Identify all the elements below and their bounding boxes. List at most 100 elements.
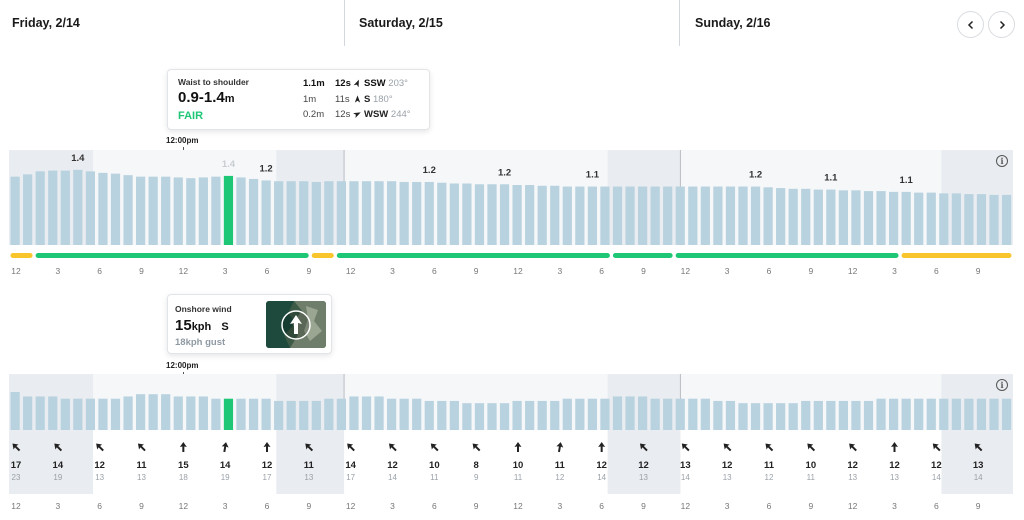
surf-rating-segment: [311, 253, 334, 258]
surf-bar: [951, 193, 961, 245]
night-shading: [941, 430, 1013, 494]
swell-row-secondary: 1m 11s S 180°: [303, 94, 428, 106]
wind-direction-arrow-icon: [96, 443, 104, 452]
surf-bar: [851, 190, 861, 245]
time-tick-label: 3: [725, 266, 730, 276]
wind-speed-label: 14: [345, 460, 356, 471]
swell-direction-icon: [353, 109, 362, 123]
surf-bar: [776, 188, 786, 245]
wind-bar: [462, 403, 472, 430]
wind-gust-label: 13: [639, 473, 648, 482]
surf-bar: [725, 186, 736, 245]
wind-speed-label: 12: [889, 460, 900, 471]
wind-speed-label: 13: [680, 460, 691, 471]
surf-bar: [876, 191, 886, 245]
prev-day-button[interactable]: [957, 11, 984, 38]
wind-bar: [663, 398, 673, 430]
wind-gust-label: 14: [388, 473, 397, 482]
wind-gust-label: 17: [263, 473, 272, 482]
wind-bar: [926, 398, 936, 430]
wind-gust-label: 14: [932, 473, 941, 482]
surf-bar: [976, 194, 987, 245]
surf-bar: [462, 183, 472, 245]
time-tick-label: 12: [513, 501, 523, 511]
wind-bar: [487, 403, 497, 430]
day-header-saturday: Saturday, 2/15: [345, 0, 679, 46]
wind-bar: [261, 398, 271, 430]
surf-peak-label: 1.1: [586, 170, 600, 181]
wind-bar: [537, 400, 547, 430]
surf-bar: [914, 192, 924, 245]
wind-info-icon[interactable]: i: [996, 379, 1008, 391]
surf-bar: [361, 181, 372, 245]
wind-gust-label: 11: [430, 473, 439, 482]
surf-bar: [863, 191, 874, 245]
surf-peak-label: 1.4: [71, 153, 85, 164]
surf-tooltip: Waist to shoulder 0.9-1.4m FAIR 1.1m 12s…: [167, 69, 430, 130]
time-tick-label: 9: [976, 501, 981, 511]
wind-direction-arrow-icon: [179, 442, 187, 452]
wind-bar: [274, 400, 284, 430]
wind-bar: [838, 400, 848, 430]
next-day-button[interactable]: [988, 11, 1015, 38]
time-tick-label: 12: [179, 501, 189, 511]
surf-rating: FAIR: [178, 110, 204, 122]
swell-direction-icon: [353, 78, 362, 92]
wind-speed-label: 12: [931, 460, 942, 471]
surf-quality-label: Waist to shoulder: [178, 77, 249, 87]
surf-bar: [889, 191, 899, 245]
time-tick-label: 9: [474, 501, 479, 511]
wind-bar: [361, 396, 372, 430]
surf-bar: [688, 186, 698, 245]
wind-speed-label: 12: [262, 460, 273, 471]
wind-bar: [474, 403, 485, 430]
surf-bar: [926, 192, 936, 245]
surf-bar: [700, 186, 710, 245]
wind-bar: [35, 396, 45, 430]
swell-height: 1.1m: [303, 78, 325, 89]
swell-row-tertiary: 0.2m 12s WSW 244°: [303, 109, 428, 121]
surf-rating-segment: [675, 253, 899, 258]
surf-bar: [562, 186, 572, 245]
wind-bar: [562, 398, 572, 430]
wind-gust-label: 12: [555, 473, 564, 482]
surf-bar: [148, 176, 158, 245]
wind-speed-chart[interactable]: 17 23 14 19 12 13 11 13 15 18 14 19 12 17 11 13 14 17 12 14…: [0, 373, 1024, 520]
surf-bar: [10, 176, 20, 245]
wind-bar: [324, 398, 334, 430]
surf-info-icon[interactable]: i: [996, 155, 1008, 167]
swell-period: 11s: [335, 94, 350, 105]
wind-bar: [863, 400, 874, 430]
time-tick-label: 3: [223, 501, 228, 511]
wind-now-label: 12:00pm: [166, 361, 199, 370]
surf-bar: [23, 174, 33, 245]
day-header-sunday: Sunday, 2/16: [680, 0, 950, 46]
wind-bar: [688, 398, 698, 430]
wind-speed-label: 15: [178, 460, 189, 471]
wind-bar: [449, 400, 459, 430]
swell-row-primary: 1.1m 12s SSW 203°: [303, 78, 428, 90]
surf-height-chart[interactable]: 1.4 1.4 1.2 1.2 1.2 1.1 1.2 1.1 1.1 12 3 6 9 12 3 6 9 12 3…: [0, 148, 1024, 283]
time-tick-label: 12: [346, 266, 356, 276]
time-tick-label: 12: [346, 501, 356, 511]
wind-direction: S: [221, 321, 229, 333]
time-tick-label: 12: [513, 266, 523, 276]
time-tick-label: 3: [892, 501, 897, 511]
surf-peak-label: 1.2: [498, 167, 511, 178]
time-tick-label: 9: [976, 266, 981, 276]
wind-speed-label: 12: [596, 460, 607, 471]
wind-speed-label: 11: [764, 460, 775, 471]
surf-height: 0.9-1.4m: [178, 89, 234, 106]
surf-bar: [537, 185, 547, 245]
surf-bar: [525, 185, 535, 245]
wind-direction-arrow-icon: [891, 442, 898, 452]
wind-arrow-icon: [290, 315, 302, 334]
time-tick-label: 6: [265, 501, 270, 511]
surf-bar: [211, 176, 221, 245]
surf-bar: [123, 175, 133, 245]
time-tick-label: 6: [934, 501, 939, 511]
wind-bar: [725, 400, 736, 430]
wind-bar: [964, 398, 974, 430]
surf-bar: [274, 181, 284, 245]
wind-speed-label: 10: [806, 460, 817, 471]
